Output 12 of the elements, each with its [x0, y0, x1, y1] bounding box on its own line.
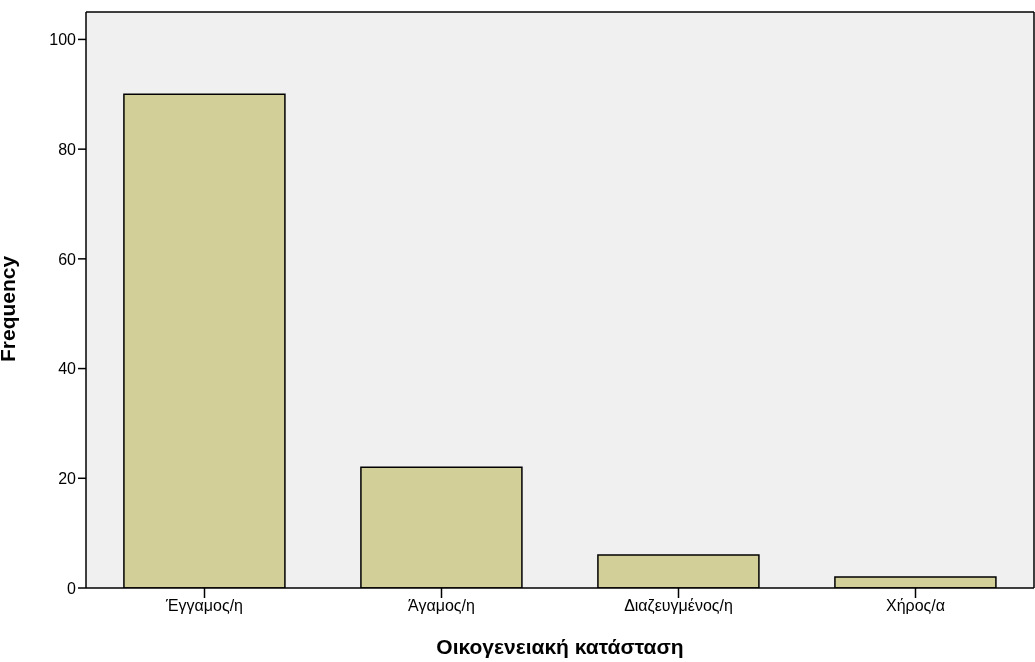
y-tick-label: 100: [49, 31, 77, 49]
x-axis-title: Οικογενειακή κατάσταση: [436, 635, 684, 658]
x-tick-label: Χήρος/α: [886, 597, 945, 615]
x-tick-label: Έγγαμος/η: [165, 597, 243, 615]
x-tick-label: Διαζευγμένος/η: [624, 597, 733, 616]
y-tick-label: 60: [58, 250, 77, 268]
y-tick-label: 40: [58, 360, 77, 378]
y-tick-label: 80: [58, 140, 77, 158]
y-axis-title: Frequency: [0, 255, 20, 362]
y-tick-label: 0: [67, 579, 77, 597]
y-tick-label: 20: [58, 469, 77, 487]
x-tick-label: Άγαμος/η: [408, 597, 475, 615]
